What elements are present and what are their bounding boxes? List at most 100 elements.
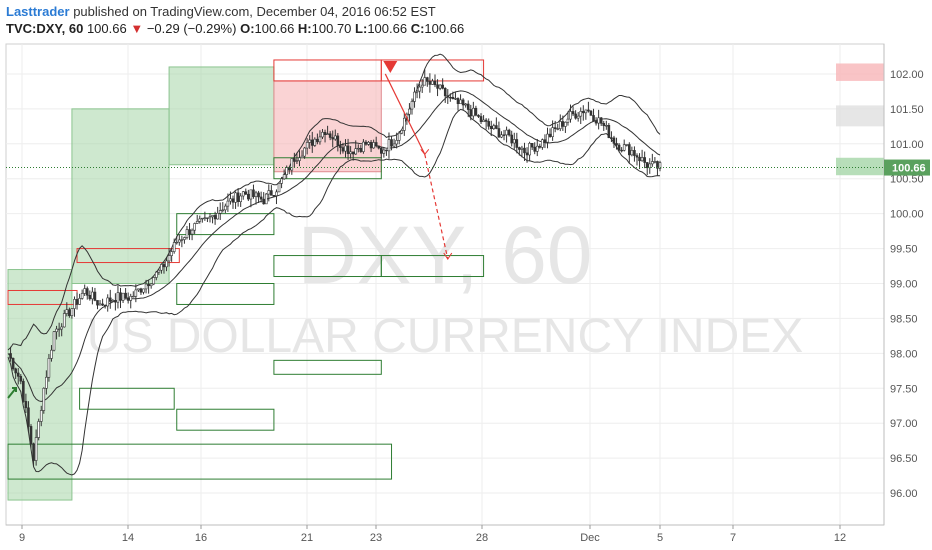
candle-body xyxy=(272,195,276,197)
candle-body xyxy=(620,149,623,152)
candle-body xyxy=(119,292,122,301)
candle-body xyxy=(39,410,43,422)
candle-body xyxy=(492,125,496,130)
zone-box-green-outline xyxy=(176,283,275,305)
candle-body xyxy=(607,125,611,139)
projection-path xyxy=(6,60,884,399)
candle-body xyxy=(518,147,521,150)
candle-body xyxy=(387,139,391,152)
candle-body xyxy=(512,139,516,144)
candle-body xyxy=(318,136,322,143)
candle-body xyxy=(167,255,171,262)
candle-body xyxy=(65,309,69,314)
candle-body xyxy=(543,139,547,143)
candle-body xyxy=(88,294,92,300)
candle-body xyxy=(234,192,237,203)
candle-body xyxy=(50,349,53,359)
upper-band xyxy=(7,53,661,351)
candle-body xyxy=(264,193,268,205)
candle-body xyxy=(52,331,56,351)
candle-body xyxy=(581,111,585,114)
y-tick-label: 101.00 xyxy=(890,139,924,151)
candle-body xyxy=(592,115,595,122)
candle-body xyxy=(111,300,115,302)
candle-body xyxy=(37,421,40,438)
author-link[interactable]: Lasttrader xyxy=(6,4,70,19)
candle-body xyxy=(321,131,324,138)
candle-body xyxy=(60,326,63,330)
candle-body xyxy=(80,293,84,299)
y-tick-label: 97.00 xyxy=(890,418,918,430)
candle-body xyxy=(651,161,654,165)
candle-body xyxy=(456,98,460,105)
open-label: O: xyxy=(240,21,255,36)
candle-body xyxy=(211,215,214,218)
candle-body xyxy=(474,107,478,116)
candle-body xyxy=(602,123,606,127)
candle-body xyxy=(472,107,475,117)
candle-body xyxy=(142,288,145,293)
price-axis[interactable]: 96.00 96.50 97.00 97.50 98.00 98.50 99.00 99.50… xyxy=(883,44,930,525)
candle-body xyxy=(635,155,639,158)
candle-body xyxy=(482,119,485,123)
last-price: 100.66 xyxy=(86,21,127,36)
candle-body xyxy=(139,288,143,293)
y-tick-label: 100.50 xyxy=(890,174,924,186)
candle-body xyxy=(374,142,378,147)
candle-body xyxy=(341,147,345,152)
candle-body xyxy=(451,96,455,99)
candle-body xyxy=(449,96,452,99)
zone-box-green-outline xyxy=(79,387,175,410)
candle-body xyxy=(617,144,621,151)
candle-body xyxy=(612,137,616,144)
candle-body xyxy=(298,157,301,161)
candle-body xyxy=(395,140,398,145)
candle-body xyxy=(390,139,393,147)
candle-body xyxy=(464,103,467,106)
candle-body xyxy=(206,217,209,219)
zone-box-green-fill xyxy=(71,108,170,284)
candle-body xyxy=(525,152,529,156)
candle-body xyxy=(244,191,248,195)
candle-body xyxy=(305,142,309,149)
x-tick-label: 7 xyxy=(730,532,736,544)
candle-body xyxy=(22,380,25,402)
candle-body xyxy=(367,141,370,145)
candle-body xyxy=(308,139,312,143)
candle-body xyxy=(34,437,38,461)
candle-body xyxy=(313,138,317,146)
time-axis[interactable]: 9 14 16 21 23 28 Dec 5 7 12 xyxy=(6,524,884,544)
candle-body xyxy=(236,192,240,202)
candle-body xyxy=(628,144,631,156)
candle-body xyxy=(339,145,342,148)
candle-body xyxy=(630,150,634,156)
candle-body xyxy=(599,117,603,124)
candle-body xyxy=(400,130,404,134)
candle-body xyxy=(239,195,242,202)
candle-body xyxy=(336,135,340,146)
candle-body xyxy=(55,328,58,333)
candle-body xyxy=(566,118,570,123)
candle-body xyxy=(538,145,542,148)
candle-body xyxy=(548,133,552,137)
candle-body xyxy=(551,127,554,137)
candle-body xyxy=(16,372,20,377)
candle-body xyxy=(160,264,163,271)
x-tick-label: 23 xyxy=(370,532,382,544)
candle-body xyxy=(96,300,99,306)
candle-body xyxy=(489,126,493,130)
candle-body xyxy=(656,161,659,169)
candle-body xyxy=(203,217,207,219)
y-tick-label: 96.50 xyxy=(890,453,918,465)
y-tick-label: 101.50 xyxy=(890,104,924,116)
candle-body xyxy=(413,91,416,102)
candle-body xyxy=(165,260,168,268)
watermark-name: US DOLLAR CURRENCY INDEX xyxy=(87,310,804,363)
candle-body xyxy=(295,160,299,162)
up-arrow-icon xyxy=(7,387,17,399)
close-label: C: xyxy=(410,21,425,36)
candle-body xyxy=(579,111,583,117)
y-tick-label: 99.50 xyxy=(890,244,918,256)
candle-body xyxy=(300,155,304,159)
